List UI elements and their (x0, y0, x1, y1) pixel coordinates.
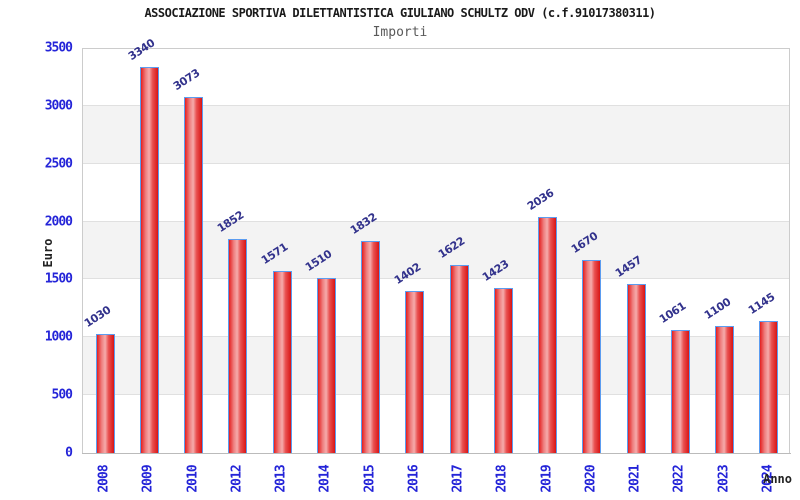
x-tick-label-2015: 2015 (362, 465, 378, 493)
y-tick-label: 0 (65, 445, 73, 461)
y-axis-title: Euro (41, 238, 55, 268)
x-tick-label-2010: 2010 (185, 465, 201, 493)
x-tick-label-2021: 2021 (627, 465, 643, 493)
y-tick-label: 1000 (44, 329, 73, 345)
y-tick-label: 2000 (44, 214, 73, 230)
x-tick-label-2012: 2012 (229, 465, 245, 493)
x-axis-title: Anno (763, 472, 792, 486)
bar-2016 (405, 290, 425, 453)
y-tick-label: 500 (51, 387, 73, 403)
chart-subtitle: Importi (372, 25, 428, 40)
y-tick-label: 1500 (44, 271, 73, 287)
bar-value-label: 2036 (524, 186, 556, 214)
bar-2017 (449, 265, 469, 453)
x-tick-label-2016: 2016 (406, 465, 422, 493)
bar-2012 (228, 238, 248, 453)
x-axis-line (82, 453, 791, 454)
bar-2018 (493, 288, 513, 453)
plot-area: 1030 3340 3073 1852 1571 1510 1832 1402 1622 1423… (82, 36, 790, 453)
bar-2009 (139, 66, 159, 453)
bar-2024 (759, 320, 779, 453)
x-tick-label-2023: 2023 (716, 465, 732, 493)
y-tick-label: 2500 (44, 156, 73, 172)
bar-2015 (361, 241, 381, 453)
bar-value-label: 3073 (170, 66, 202, 94)
gridline (83, 336, 789, 338)
bar-value-label: 1100 (701, 295, 733, 322)
bar-2010 (184, 97, 204, 453)
bar-2014 (316, 278, 336, 453)
x-tick-label-2014: 2014 (317, 465, 333, 493)
gridline (83, 394, 789, 396)
bar-2021 (626, 284, 646, 453)
chart-title: ASSOCIAZIONE SPORTIVA DILETTANTISTICA GI… (144, 6, 656, 20)
gridline (83, 162, 789, 164)
x-tick-label-2017: 2017 (450, 465, 466, 493)
bar-2013 (272, 271, 292, 453)
x-tick-label-2019: 2019 (539, 465, 555, 493)
x-tick-label-2022: 2022 (671, 465, 687, 493)
bar-value-label: 1061 (657, 299, 689, 327)
x-tick-label-2013: 2013 (273, 465, 289, 493)
x-tick-label-2009: 2009 (140, 465, 156, 493)
gridline (83, 220, 789, 222)
bar-value-label: 1145 (745, 290, 777, 317)
bar-2023 (715, 325, 735, 453)
y-tick-label: 3500 (44, 40, 73, 56)
x-tick-label-2018: 2018 (494, 465, 510, 493)
bar-2020 (582, 259, 602, 453)
bar-2008 (95, 333, 115, 453)
y-tick-label: 3000 (44, 98, 73, 114)
x-tick-label-2008: 2008 (96, 465, 112, 493)
gridline (83, 278, 789, 280)
bar-2019 (538, 217, 558, 453)
bar-value-label: 1030 (82, 303, 114, 330)
gridline (83, 104, 789, 106)
x-tick-label-2020: 2020 (583, 465, 599, 493)
bar-2022 (670, 330, 690, 453)
